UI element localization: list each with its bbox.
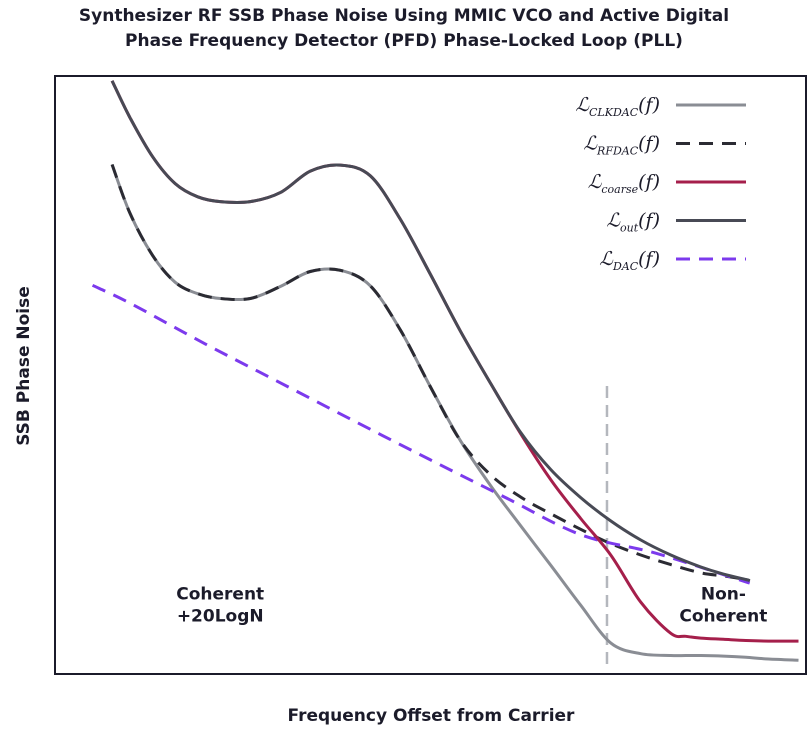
chart-title-line-2: Phase Frequency Detector (PFD) Phase-Loc…	[125, 31, 683, 51]
series-line-rfdac	[110, 163, 751, 583]
plot-frame	[54, 75, 807, 675]
region-label-coherent: Coherent +20LogN	[176, 584, 264, 626]
legend-label-rfdac: ℒRFDAC(f)	[583, 133, 660, 158]
legend-label-clkdac: ℒCLKDAC(f)	[575, 94, 660, 119]
series-line-coarse	[110, 80, 799, 643]
legend-label-out: ℒout(f)	[606, 210, 660, 235]
legend-label-coarse: ℒcoarse(f)	[588, 171, 660, 196]
chart-title-line-1: Synthesizer RF SSB Phase Noise Using MMI…	[78, 6, 730, 26]
legend-label-dac: ℒDAC(f)	[599, 248, 660, 273]
region-label-non-coherent: Non-Coherent	[679, 584, 767, 626]
chart-title: Synthesizer RF SSB Phase Noise Using MMI…	[0, 4, 808, 54]
series-line-out	[110, 80, 751, 583]
series-line-dac	[91, 283, 751, 585]
x-axis-label: Frequency Offset from Carrier	[287, 706, 575, 726]
